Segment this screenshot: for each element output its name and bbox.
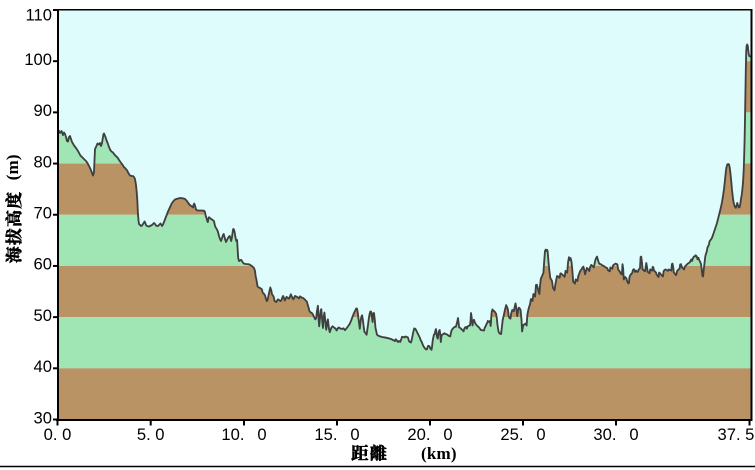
svg-text:15. 0: 15. 0 [314, 425, 359, 444]
svg-text:30. 0: 30. 0 [593, 425, 638, 444]
svg-text:(m): (m) [3, 154, 22, 180]
svg-text:37. 5: 37. 5 [718, 425, 755, 444]
svg-text:0. 0: 0. 0 [44, 425, 72, 444]
svg-text:25. 0: 25. 0 [500, 425, 545, 444]
svg-text:20. 0: 20. 0 [407, 425, 452, 444]
svg-text:50: 50 [34, 306, 52, 325]
svg-text:10. 0: 10. 0 [221, 425, 266, 444]
svg-text:30: 30 [34, 408, 52, 427]
svg-text:90: 90 [34, 101, 52, 120]
svg-text:(km): (km) [421, 444, 457, 463]
svg-text:110: 110 [26, 6, 52, 25]
svg-text:40: 40 [34, 357, 52, 376]
svg-text:80: 80 [34, 152, 52, 171]
svg-text:70: 70 [34, 204, 52, 223]
svg-text:5. 0: 5. 0 [137, 425, 165, 444]
svg-text:60: 60 [34, 255, 52, 274]
svg-text:100: 100 [24, 50, 52, 69]
